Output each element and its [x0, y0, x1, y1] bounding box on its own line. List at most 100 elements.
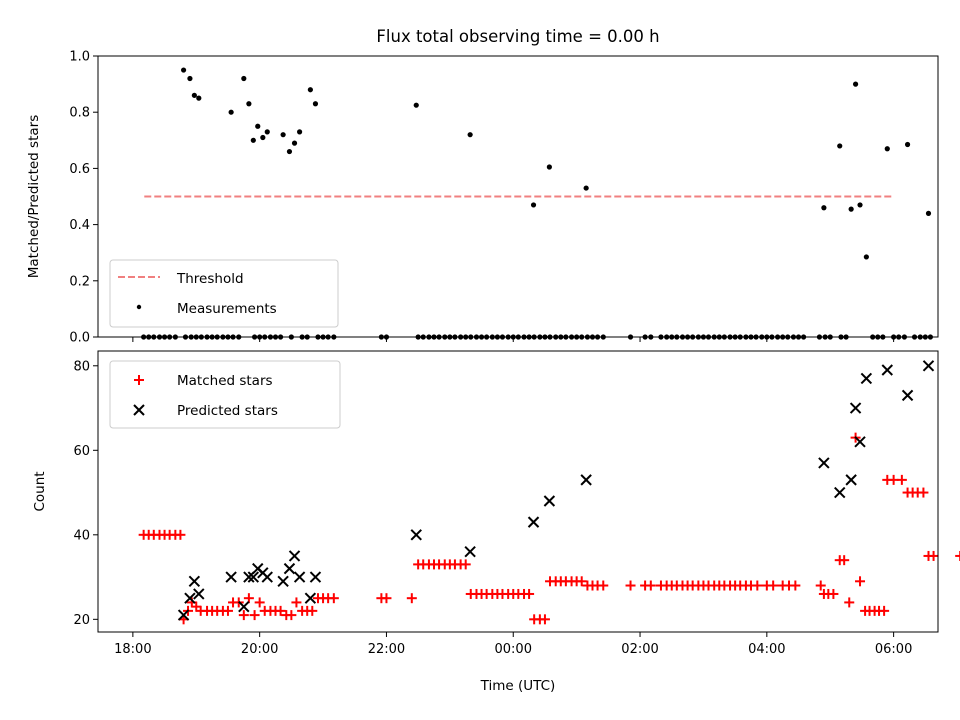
x-tick-label: 02:00: [621, 642, 658, 657]
matched-star-point: [249, 610, 260, 621]
matched-star-point: [406, 593, 417, 604]
cross-b: [133, 404, 145, 416]
cross-b: [225, 571, 237, 583]
count-legend: Matched stars Predicted stars: [109, 360, 341, 429]
legend-matched-swatch: [134, 375, 144, 385]
count-legend-box: [109, 360, 341, 429]
measurement-point: [904, 141, 911, 148]
y-tick-label: 0.2: [69, 274, 90, 289]
measurement-point: [821, 205, 827, 211]
measurement-point: [196, 95, 202, 101]
matched-star-point: [243, 593, 254, 604]
predicted-star-point: [225, 571, 237, 583]
cross-b: [410, 529, 422, 541]
predicted-star-point: [293, 571, 306, 583]
matched-star-point: [768, 580, 779, 591]
matched-star-point: [928, 550, 939, 561]
chart-title: Flux total observing time = 0.00 h: [376, 27, 659, 46]
cross-b: [293, 571, 306, 583]
count-plot-area: [138, 360, 960, 625]
measurement-point: [297, 129, 303, 135]
measurement-point: [246, 101, 252, 107]
matched-star-point: [955, 550, 960, 561]
matched-star-point: [539, 614, 550, 625]
matched-star-point: [844, 597, 855, 608]
y-tick-label: 0.6: [69, 162, 90, 177]
measurement-point: [837, 143, 843, 149]
predicted-star-point: [854, 436, 866, 448]
cross-b: [277, 575, 289, 588]
predicted-star-point: [283, 562, 296, 575]
predicted-star-point: [238, 600, 250, 613]
predicted-star-point: [193, 588, 205, 600]
y-tick-label: 20: [73, 613, 90, 628]
predicted-star-point: [580, 474, 592, 486]
cross-b: [543, 495, 556, 507]
y-tick-label: 0.4: [69, 218, 90, 233]
measurement-point: [191, 92, 197, 98]
cross-b: [464, 546, 476, 558]
measurement-point: [280, 132, 286, 138]
matched-star-point: [460, 559, 471, 570]
matched-star-point: [238, 610, 249, 621]
matched-star-point: [275, 605, 286, 616]
cross-b: [901, 389, 914, 402]
measurement-point: [307, 87, 313, 93]
matched-star-point: [625, 580, 636, 591]
measurement-point: [286, 148, 293, 155]
cross-b: [243, 571, 255, 583]
cross-b: [854, 436, 866, 448]
measurement-point: [852, 81, 859, 87]
cross-b: [304, 592, 317, 604]
predicted-star-point: [410, 529, 422, 541]
measurement-point: [255, 123, 261, 129]
predicted-star-point: [184, 592, 196, 604]
matched-star-point: [790, 580, 801, 591]
legend-matched-label: Matched stars: [177, 373, 273, 389]
measurement-point: [467, 132, 473, 138]
legend-cross-glyph: [133, 404, 145, 416]
cross-b: [261, 571, 273, 583]
matched-star-point: [645, 580, 656, 591]
cross-b: [309, 571, 322, 583]
y-tick-label: 60: [73, 444, 90, 459]
cross-b: [177, 609, 190, 621]
predicted-star-point: [834, 486, 846, 499]
predicted-star-point: [288, 550, 301, 562]
legend-measurements-label: Measurements: [177, 301, 277, 317]
matched-star-point: [855, 576, 866, 587]
cross-b: [188, 575, 201, 588]
cross-b: [818, 457, 830, 469]
y-tick-label: 40: [73, 528, 90, 543]
predicted-star-point: [243, 571, 255, 583]
y-tick-label: 1.0: [69, 50, 90, 65]
predicted-star-point: [309, 571, 322, 583]
predicted-star-point: [247, 571, 260, 583]
matched-star-point: [291, 597, 302, 608]
y-tick-label: 0.8: [69, 106, 90, 121]
measurement-point: [312, 101, 319, 107]
matched-star-point: [524, 588, 535, 599]
matched-star-point: [598, 580, 609, 591]
cross-b: [193, 588, 205, 600]
measurement-point: [884, 146, 890, 152]
predicted-star-point: [922, 360, 935, 372]
measurement-point: [413, 102, 419, 108]
matched-star-point: [381, 593, 392, 604]
measurement-point: [187, 75, 193, 82]
cross-b: [247, 571, 260, 583]
x-tick-label: 20:00: [241, 642, 278, 657]
measurement-point: [260, 134, 266, 141]
measurement-point: [848, 206, 854, 212]
matched-star-point: [307, 605, 318, 616]
cross-b: [527, 516, 540, 528]
ratio-legend: Threshold Measurements: [109, 259, 339, 328]
legend-plus-glyph: [134, 375, 144, 385]
legend-threshold-label: Threshold: [176, 271, 244, 287]
cross-b: [580, 474, 592, 486]
predicted-star-point: [881, 364, 893, 376]
cross-b: [184, 592, 196, 604]
cross-b: [288, 550, 301, 562]
